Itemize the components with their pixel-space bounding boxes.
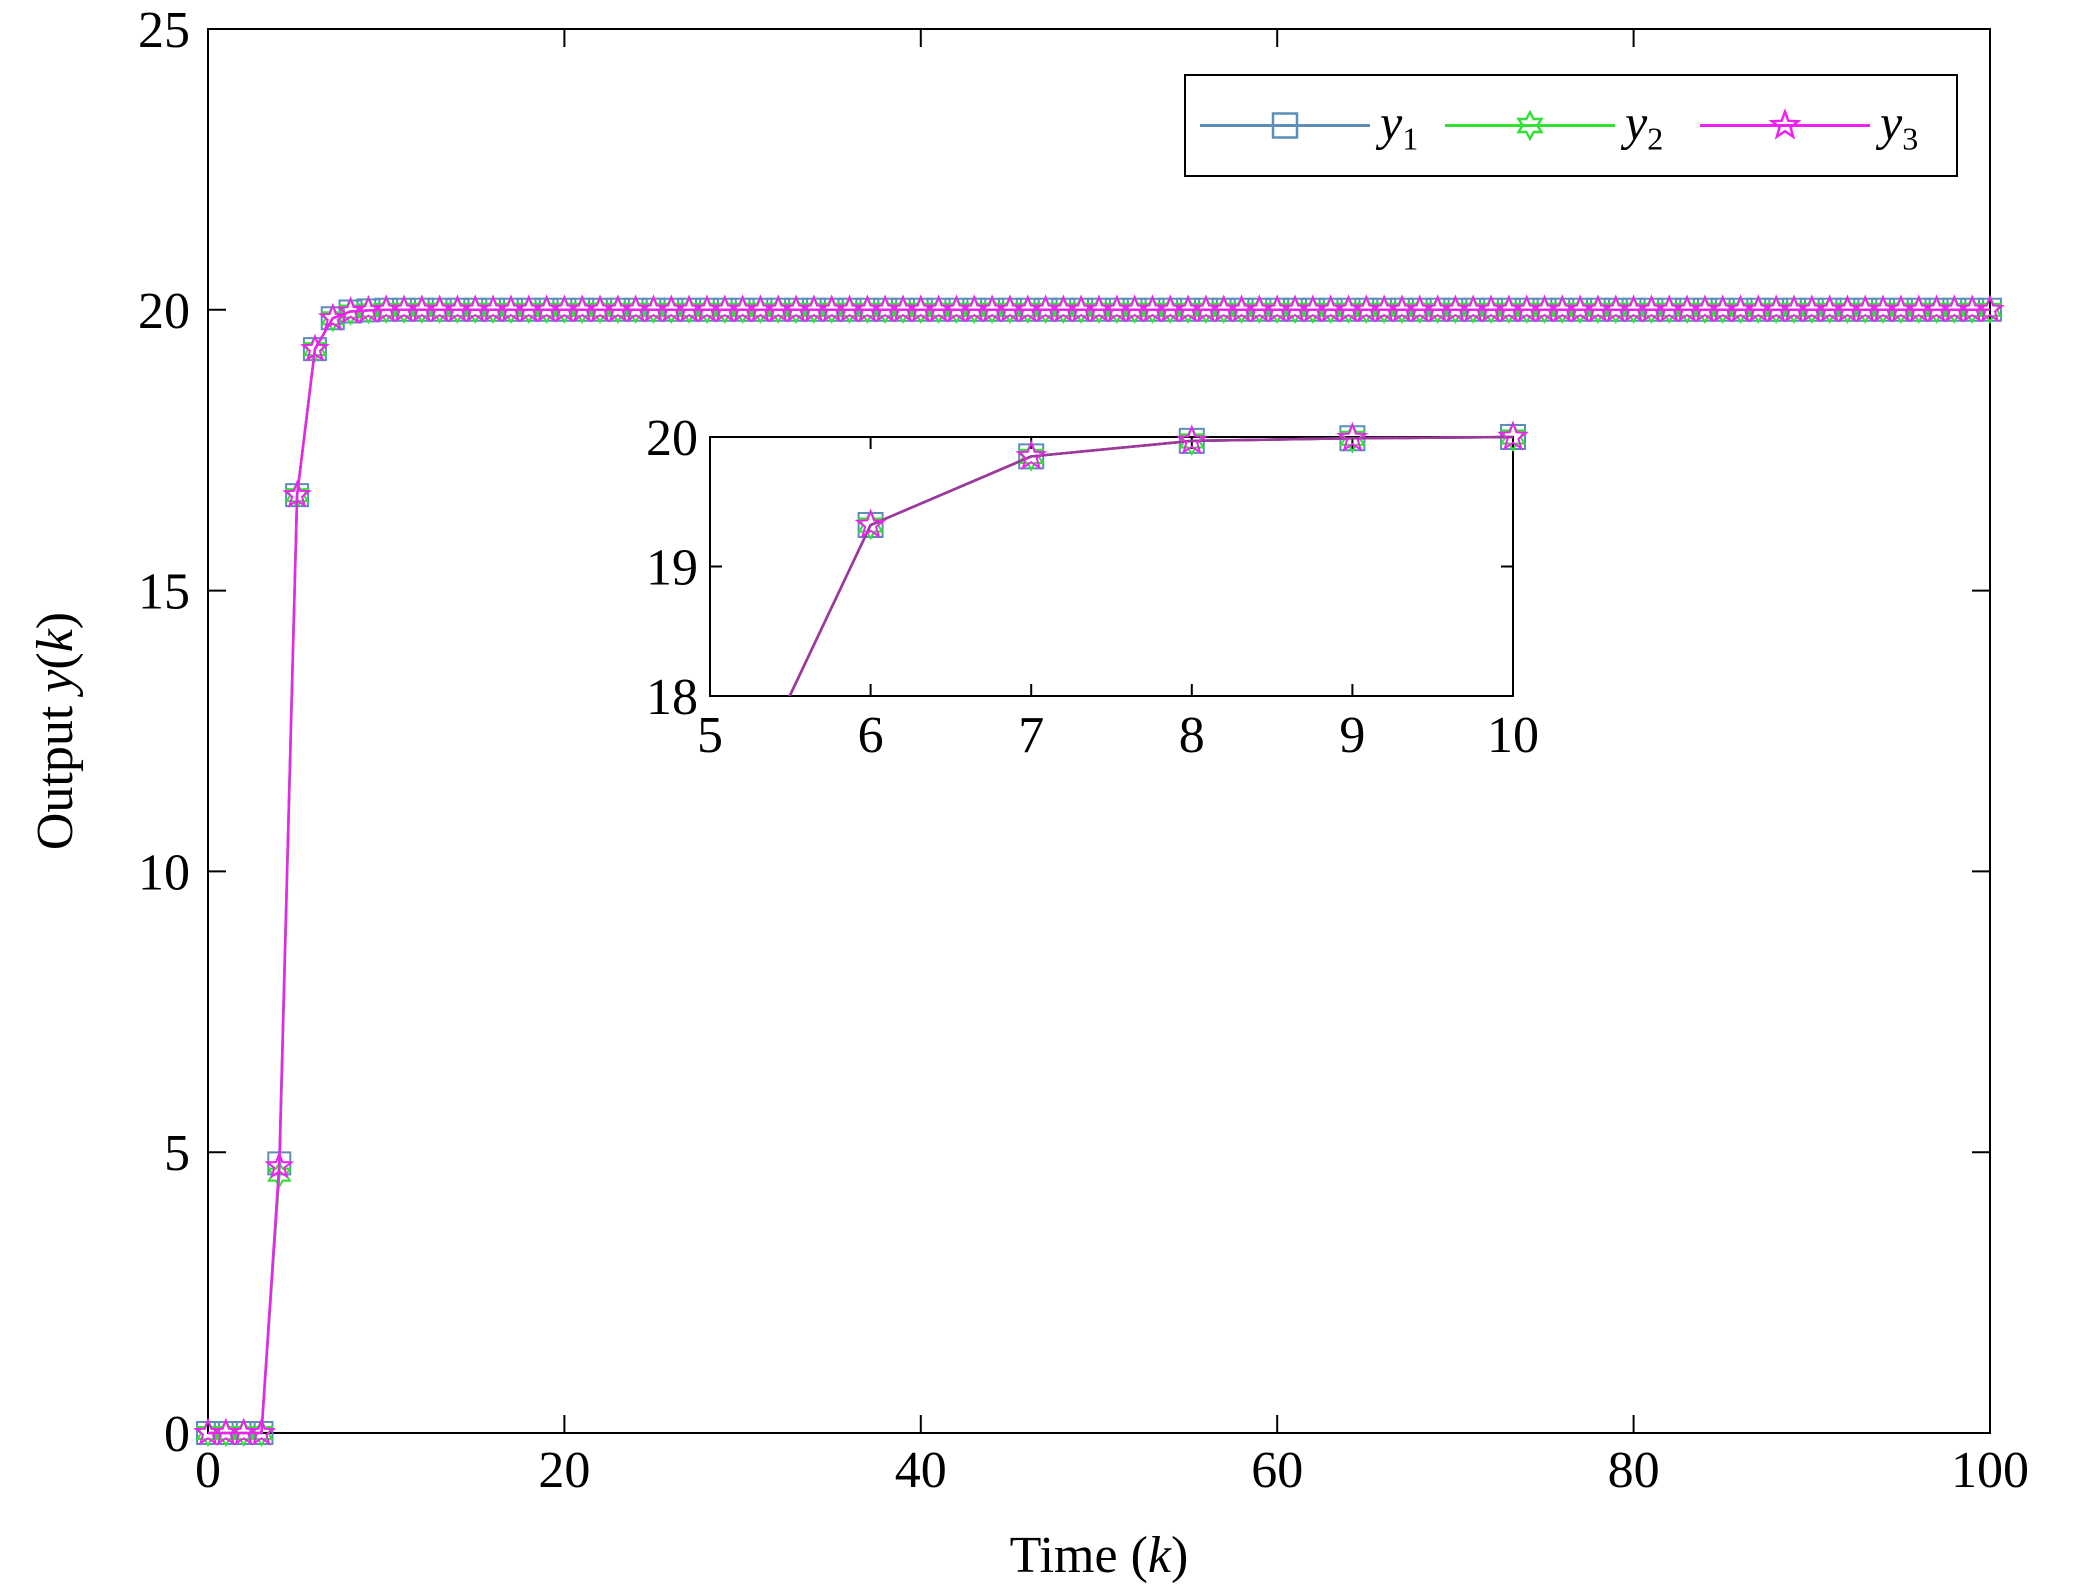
legend-label-sub: 3	[1902, 121, 1918, 157]
inset-x-tick-label: 8	[1179, 707, 1205, 764]
legend-label-sub: 2	[1647, 121, 1663, 157]
x-axis-label-var: k	[1148, 1527, 1172, 1584]
y-axis-label-var2: k	[27, 628, 84, 652]
inset-plot: 5 6 7 8 9 10 18 19 20	[646, 410, 1539, 764]
point-y2	[267, 1160, 292, 1189]
y-tick-label: 10	[138, 844, 190, 901]
point-y1	[320, 306, 345, 331]
inset-line-y3	[788, 435, 1514, 696]
inset-x-tick-label: 10	[1487, 707, 1539, 764]
x-axis-label-prefix: Time (	[1010, 1527, 1148, 1584]
inset-point-y3	[1175, 424, 1208, 455]
point-y3	[282, 479, 312, 508]
y-tick-label: 0	[164, 1406, 190, 1463]
point-y3	[335, 295, 366, 325]
inset-point-y2	[1178, 425, 1206, 457]
y-axis-label-var: y	[27, 669, 84, 698]
y-tick-label: 25	[138, 2, 190, 59]
x-tick-label: 20	[538, 1442, 590, 1499]
legend-label-var: y	[1620, 95, 1648, 151]
inset-y-tick-label: 18	[646, 669, 698, 726]
point-y1	[249, 1421, 274, 1445]
legend-label-y2: y2	[1620, 95, 1663, 157]
point-y3	[1975, 294, 2005, 323]
inset-point-y3	[1336, 421, 1369, 452]
x-tick-label: 0	[195, 1442, 221, 1499]
y-axis-label: Output y(k)	[27, 612, 84, 850]
y-axis-label-mid: (	[27, 652, 84, 669]
x-tick-label: 80	[1608, 1442, 1660, 1499]
inset-point-y1	[1500, 424, 1526, 450]
inset-point-y3	[1497, 420, 1529, 451]
y-axis-label-suffix: )	[27, 612, 84, 629]
legend-label-var: y	[1875, 95, 1903, 151]
inset-point-y3	[1015, 439, 1048, 470]
main-plot-frame	[207, 28, 1991, 1434]
x-axis-label: Time (k)	[1010, 1527, 1189, 1584]
point-y1	[285, 483, 310, 508]
inset-point-y2	[1499, 421, 1527, 453]
inset-data	[788, 420, 1529, 696]
inset-x-tick-label: 7	[1018, 707, 1044, 764]
inset-point-y3	[854, 508, 887, 539]
point-y3	[246, 1417, 277, 1446]
point-y3	[317, 302, 348, 331]
legend-marker-y1	[1271, 112, 1299, 139]
point-y3	[300, 333, 330, 362]
legend-label-y3: y3	[1875, 95, 1918, 157]
legend-marker-y3	[1768, 108, 1802, 140]
y-axis-label-prefix: Output	[27, 693, 84, 850]
y-tick-label: 5	[164, 1125, 190, 1182]
x-axis-label-suffix: )	[1171, 1527, 1188, 1584]
inset-x-tick-label: 5	[697, 707, 723, 764]
x-tick-label: 60	[1251, 1442, 1303, 1499]
inset-point-y2	[1017, 441, 1045, 472]
point-y1	[267, 1151, 292, 1176]
point-y2	[302, 334, 328, 364]
inset-point-y1	[1339, 425, 1366, 452]
x-tick-label: 100	[1951, 1442, 2029, 1499]
inset-frame	[709, 436, 1514, 697]
x-tick-label: 40	[895, 1442, 947, 1499]
point-y3	[264, 1150, 295, 1179]
legend-label-sub: 1	[1402, 121, 1418, 157]
inset-point-y1	[1178, 427, 1205, 454]
point-y2	[1977, 295, 2003, 324]
inset-x-tick-label: 6	[858, 707, 884, 764]
point-y2	[249, 1418, 274, 1448]
legend: y1 y2 y3	[1184, 74, 1958, 177]
point-y1	[1978, 297, 2002, 322]
point-y1	[302, 337, 327, 362]
inset-point-y2	[857, 509, 884, 541]
legend-label-y1: y1	[1375, 95, 1418, 157]
inset-x-tick-label: 9	[1339, 707, 1365, 764]
inset-y-tick-label: 20	[646, 410, 698, 467]
y-tick-label: 15	[138, 564, 190, 621]
inset-y-tick-label: 19	[646, 540, 698, 597]
legend-marker-y2	[1516, 109, 1544, 142]
legend-label-var: y	[1375, 95, 1403, 151]
y-tick-label: 20	[138, 283, 190, 340]
inset-point-y2	[1339, 423, 1366, 454]
inset-point-y1	[857, 512, 884, 539]
